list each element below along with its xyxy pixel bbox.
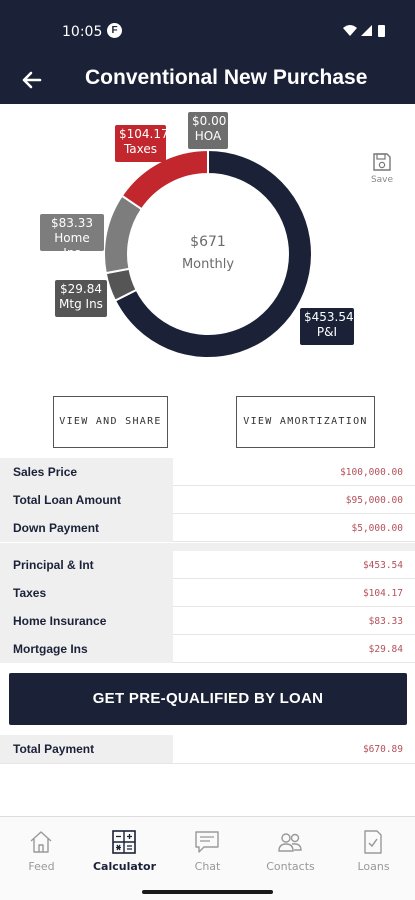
save-button[interactable]: Save [364, 150, 400, 194]
hoa-tag-value: $0.00 [192, 114, 227, 128]
row-value: $453.54 [362, 560, 403, 571]
battery-icon [378, 25, 385, 37]
save-label: Save [370, 175, 394, 185]
row-label: Principal & Int [0, 551, 173, 579]
pi-tag-label: P&I [316, 325, 338, 339]
taxes-tag: $104.17 Taxes [115, 125, 169, 162]
mtg-ins-tag-value: $29.84 [60, 282, 102, 296]
nav-label-calculator: Calculator [92, 860, 157, 873]
payment-donut-chart: $671 Monthly $104.17 Taxes $0.00 HOA $83… [0, 104, 415, 384]
gesture-navigation-bar[interactable] [142, 890, 273, 894]
table-row: Taxes $104.17 [0, 579, 415, 607]
row-value: $83.33 [368, 616, 403, 627]
row-label: Total Payment [0, 735, 173, 763]
taxes-tag-value: $104.17 [119, 127, 169, 141]
nav-item-chat[interactable]: Chat [166, 817, 249, 885]
app-bar: Conventional New Purchase [0, 56, 415, 104]
mtg-ins-tag: $29.84 Mtg Ins [55, 280, 107, 317]
row-label: Down Payment [0, 514, 173, 542]
calculator-icon [112, 830, 136, 854]
table-row: Principal & Int $453.54 [0, 551, 415, 579]
table-row: Mortgage Ins $29.84 [0, 635, 415, 663]
hoa-tag: $0.00 HOA [188, 112, 228, 149]
nav-label-chat: Chat [194, 860, 221, 873]
row-value: $104.17 [362, 588, 403, 599]
row-label: Total Loan Amount [0, 486, 173, 514]
monthly-label: Monthly [181, 257, 235, 272]
donut-slice-p-i[interactable] [113, 148, 313, 359]
page-title: Conventional New Purchase [85, 66, 368, 89]
status-bar: 10:05 F [0, 0, 415, 56]
monthly-amount: $671 [190, 234, 226, 250]
section-divider [0, 543, 415, 551]
pi-tag-value: $453.54 [304, 310, 354, 324]
view-and-share-button[interactable]: VIEW AND SHARE [53, 396, 168, 448]
donut-slice-home-ins[interactable] [103, 194, 144, 275]
row-label: Mortgage Ins [0, 635, 173, 663]
nav-label-feed: Feed [28, 860, 55, 873]
home-ins-tag-value: $83.33 [51, 216, 93, 230]
status-time: 10:05 [62, 24, 103, 40]
wifi-icon [343, 25, 357, 36]
row-value: $670.89 [362, 744, 403, 755]
table-row: Total Payment $670.89 [0, 735, 415, 763]
get-prequalified-button[interactable]: GET PRE-QUALIFIED BY LOAN [9, 673, 407, 725]
donut-svg [103, 148, 313, 359]
payment-breakdown-table: Principal & Int $453.54 Taxes $104.17 Ho… [0, 551, 415, 663]
nav-label-loans: Loans [357, 860, 390, 873]
table-row: Down Payment $5,000.00 [0, 514, 415, 542]
loan-summary-table: Sales Price $100,000.00 Total Loan Amoun… [0, 458, 415, 542]
save-disk-icon [373, 153, 391, 171]
content-spacer [0, 763, 415, 816]
total-payment-table: Total Payment $670.89 [0, 735, 415, 763]
chat-icon [195, 831, 219, 853]
row-value: $100,000.00 [340, 467, 403, 478]
nav-item-calculator[interactable]: Calculator [83, 817, 166, 885]
row-label: Taxes [0, 579, 173, 607]
bottom-nav: Feed Calculator Chat Contacts Loans [0, 816, 415, 884]
taxes-tag-label: Taxes [123, 142, 158, 156]
row-value: $5,000.00 [351, 523, 403, 534]
view-amortization-button[interactable]: VIEW AMORTIZATION [236, 396, 375, 448]
gesture-area [0, 884, 415, 900]
nav-label-contacts: Contacts [266, 860, 315, 873]
contacts-icon [278, 833, 302, 852]
table-row: Sales Price $100,000.00 [0, 458, 415, 486]
table-row: Home Insurance $83.33 [0, 607, 415, 635]
pi-tag: $453.54 P&I [300, 308, 354, 345]
status-icons [343, 25, 385, 37]
row-label: Home Insurance [0, 607, 173, 635]
donut-slice-taxes[interactable] [120, 148, 209, 211]
row-label: Sales Price [0, 458, 173, 486]
nav-item-contacts[interactable]: Contacts [249, 817, 332, 885]
cellular-signal-icon [361, 25, 372, 36]
row-value: $29.84 [368, 644, 403, 655]
nav-item-feed[interactable]: Feed [0, 817, 83, 885]
row-value: $95,000.00 [345, 495, 403, 506]
mtg-ins-tag-label: Mtg Ins [59, 297, 103, 311]
home-icon [30, 831, 52, 853]
table-row: Total Loan Amount $95,000.00 [0, 486, 415, 514]
hoa-tag-label: HOA [194, 129, 222, 143]
home-ins-tag-label: Home Ins [54, 231, 90, 260]
document-check-icon [364, 830, 382, 854]
notification-app-icon: F [107, 23, 122, 38]
back-arrow-icon[interactable] [16, 64, 48, 96]
nav-item-loans[interactable]: Loans [332, 817, 415, 885]
home-ins-tag: $83.33 Home Ins [40, 214, 104, 260]
